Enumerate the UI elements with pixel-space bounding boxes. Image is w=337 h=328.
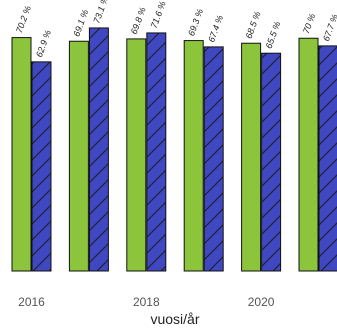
x-tick-label-2016: 2016: [18, 295, 45, 309]
x-axis-title: vuosi/år: [150, 311, 199, 327]
data-label-2021-series-2: 67.7 %: [321, 13, 337, 43]
data-label-2020-series-1: 68.5 %: [244, 10, 263, 40]
bar-2020-series-1: [241, 42, 262, 272]
data-label-2017-series-1: 69.1 %: [71, 8, 90, 38]
bar-2021-series-2: [318, 45, 337, 272]
bars-layer: [11, 27, 337, 272]
data-label-2016-series-2: 62.9 %: [34, 29, 53, 59]
data-label-2018-series-1: 69.8 %: [129, 6, 148, 36]
data-label-2016-series-1: 70.2 %: [14, 5, 33, 35]
bar-2016-series-2: [31, 61, 52, 272]
data-label-2019-series-2: 67.4 %: [206, 14, 225, 44]
x-tick-label-2018: 2018: [133, 295, 160, 309]
data-label-2018-series-2: 71.6 %: [149, 0, 168, 30]
data-label-2019-series-1: 69.3 %: [186, 8, 205, 38]
x-axis-ticks: 2016 2018 2020: [18, 295, 275, 309]
bar-2019-series-1: [183, 40, 204, 272]
bar-2020-series-2: [261, 52, 282, 272]
data-label-2021-series-1: 70 %: [301, 12, 317, 35]
bar-2017-series-2: [88, 27, 109, 272]
bar-2019-series-2: [203, 46, 224, 272]
data-labels-layer: 70.2 %62.9 % 69.1 % 73.1 % 69.8 % 71.6 % 69.3…: [14, 0, 337, 59]
bar-2018-series-2: [146, 32, 167, 272]
x-tick-label-2020: 2020: [248, 295, 275, 309]
bar-2018-series-1: [126, 38, 147, 272]
data-label-2020-series-2: 65.5 %: [264, 20, 283, 50]
bar-2021-series-1: [298, 37, 319, 272]
data-label-2017-series-2: 73.1 %: [91, 0, 110, 25]
bar-2017-series-1: [68, 40, 89, 272]
bar-2016-series-1: [11, 37, 32, 272]
